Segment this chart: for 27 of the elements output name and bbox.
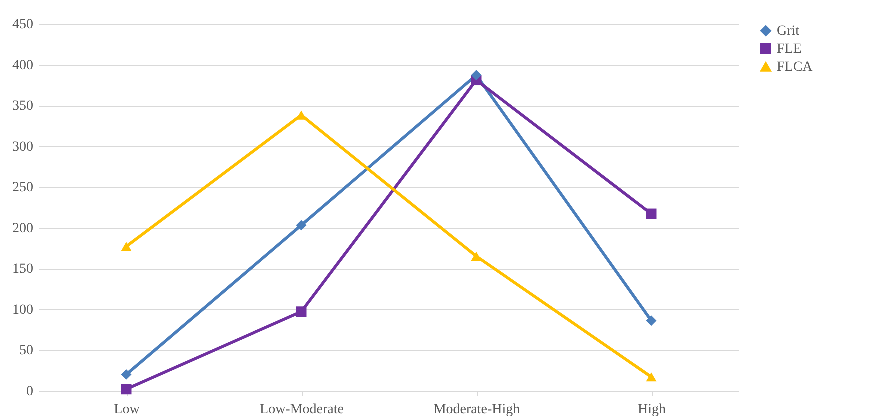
legend-label: FLCA	[777, 60, 814, 75]
point	[296, 306, 307, 318]
legend-label: Grit	[777, 24, 800, 39]
y-tick-label: 200	[12, 221, 34, 236]
point	[121, 242, 132, 252]
y-tick-label: 100	[12, 302, 34, 318]
y-tick-label: 300	[12, 140, 34, 155]
y-tick-label: 350	[12, 99, 34, 114]
y-tick-label: 150	[12, 262, 34, 278]
x-tick-label: Moderate-High	[434, 402, 520, 418]
point	[121, 369, 132, 380]
y-tick-label: 400	[12, 58, 34, 74]
point	[471, 70, 482, 81]
point	[646, 316, 657, 326]
y-tick-label: 450	[12, 18, 34, 32]
y-tick-label: 50	[20, 344, 34, 359]
point	[646, 372, 657, 382]
x-tick-label: Low-Moderate	[260, 402, 344, 418]
point	[296, 220, 307, 231]
y-tick-label: 0	[26, 384, 34, 400]
legend-label: FLE	[777, 42, 802, 57]
point	[121, 384, 132, 395]
y-tick-label: 250	[12, 180, 34, 196]
point	[471, 252, 482, 261]
x-tick-label: Low	[114, 402, 141, 418]
point	[646, 208, 657, 220]
x-tick-label: High	[638, 402, 666, 418]
